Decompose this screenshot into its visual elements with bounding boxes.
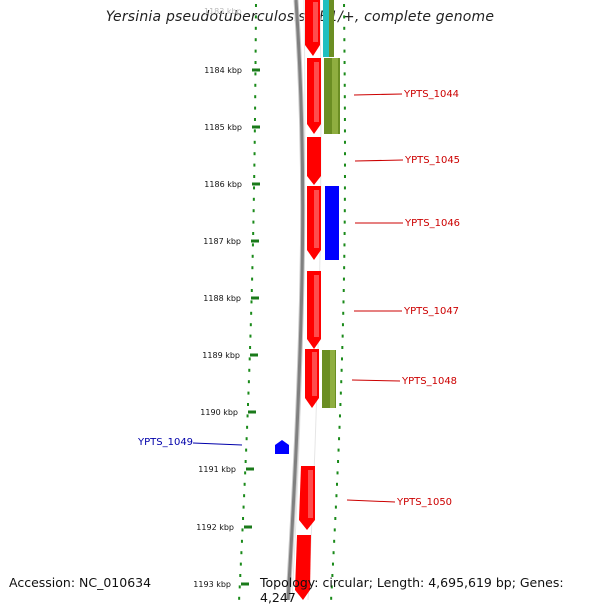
genome-backbone [285, 0, 306, 600]
gene-label[interactable]: YPTS_1050 [396, 497, 452, 508]
label-lines [192, 93, 404, 503]
topology-text: Topology: circular; Length: 4,695,619 bp… [260, 575, 564, 605]
scale-tick-label: 1187 kbp [203, 237, 241, 246]
scale-tick-label: 1193 kbp [193, 580, 231, 589]
kbp-scale: 1184 kbp 1185 kbp 1186 kbp 1187 kbp 1188 kbp… [193, 66, 260, 589]
scale-tick-label: 1192 kbp [196, 523, 234, 532]
scale-tick-label: 1188 kbp [203, 294, 241, 303]
cog-block-blue[interactable] [325, 186, 339, 260]
cds-arrow[interactable] [307, 137, 321, 185]
cds-track-cog [322, 0, 340, 408]
accession-text: Accession: NC_010634 [9, 575, 152, 590]
gene-label[interactable]: YPTS_1046 [404, 218, 460, 229]
map-title: Yersinia pseudotuberculosis PB1/+, compl… [105, 9, 495, 25]
gene-label[interactable]: YPTS_1048 [401, 376, 457, 387]
scale-tick-label: 1185 kbp [204, 123, 242, 132]
gene-label[interactable]: YPTS_1049 [137, 437, 193, 448]
scale-tick-label: 1189 kbp [202, 351, 240, 360]
scale-tick-label: 1191 kbp [198, 465, 236, 474]
scale-tick-label: 1190 kbp [200, 408, 238, 417]
gene-label[interactable]: YPTS_1044 [403, 89, 459, 100]
gene-label[interactable]: YPTS_1045 [404, 155, 460, 166]
gene-label[interactable]: YPTS_1047 [403, 306, 459, 317]
scale-tick-label: 1186 kbp [204, 180, 242, 189]
cog-block-teal[interactable] [323, 0, 333, 57]
cds-track-forward [295, 0, 321, 600]
partial-tick-label: 1183 kbp [204, 7, 242, 16]
gene-labels: YPTS_1044 YPTS_1045 YPTS_1046 YPTS_1047 … [137, 89, 460, 508]
cds-arrow-reverse[interactable] [275, 440, 289, 454]
scale-tick-label: 1184 kbp [204, 66, 242, 75]
cds-arrow[interactable] [295, 535, 311, 600]
